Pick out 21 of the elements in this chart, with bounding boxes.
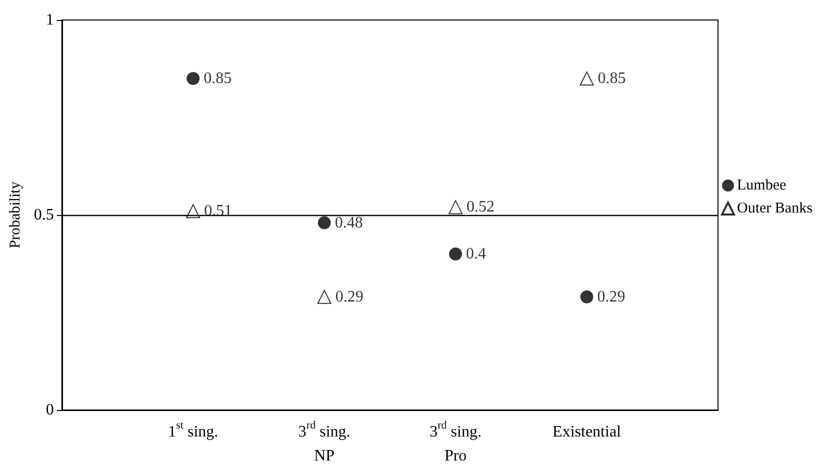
data-label: 0.85 [598, 70, 626, 87]
legend-label: Outer Banks [737, 200, 813, 216]
y-tick-label: 0 [46, 402, 54, 418]
legend-label: Lumbee [737, 178, 786, 194]
data-label: 0.29 [335, 288, 364, 306]
data-label: 0.48 [334, 214, 363, 232]
point [186, 72, 200, 85]
point [449, 248, 462, 260]
point [317, 290, 332, 304]
point [580, 72, 594, 86]
point [318, 216, 331, 230]
y-tick-label: 0.5 [34, 206, 54, 224]
x-tick-label: Existential [552, 424, 622, 440]
y-axis-title: Probability [8, 181, 24, 248]
point [448, 200, 463, 214]
data-label: 0.85 [204, 70, 232, 87]
data-label: 0.29 [597, 288, 626, 306]
point [580, 290, 594, 304]
data-label: 0.52 [466, 198, 495, 216]
data-label: 0.4 [466, 246, 486, 262]
y-tick-label: 1 [46, 12, 54, 28]
